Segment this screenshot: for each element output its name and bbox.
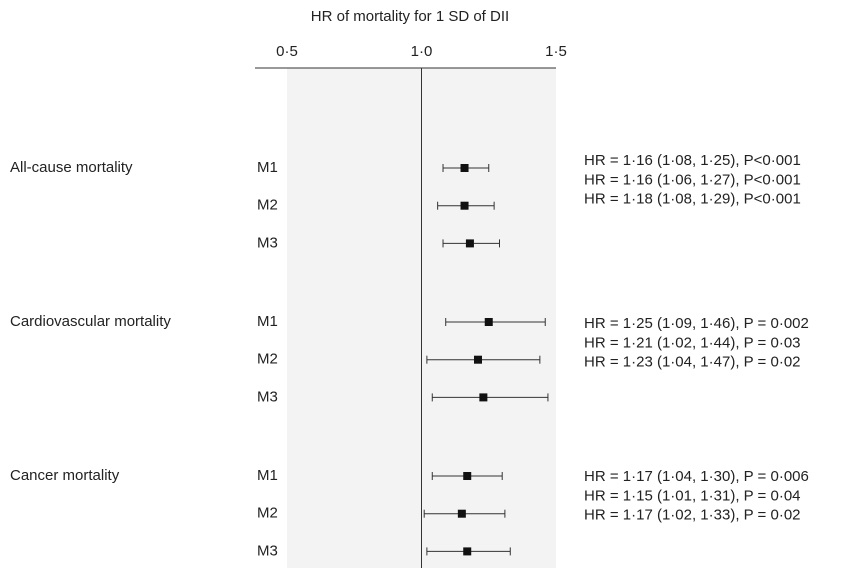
point-estimate — [463, 472, 472, 480]
value-label: HR = 1·17 (1·02, 1·33), P = 0·02 — [584, 507, 801, 524]
x-tick-label: 1·0 — [411, 43, 433, 60]
value-label: HR = 1·17 (1·04, 1·30), P = 0·006 — [584, 468, 809, 485]
point-estimate — [479, 393, 488, 402]
model-label: M3 — [257, 234, 278, 251]
value-label: HR = 1·21 (1·02, 1·44), P = 0·03 — [584, 334, 801, 351]
point-estimate — [460, 201, 469, 210]
point-estimate — [463, 547, 472, 556]
model-label: M2 — [257, 351, 278, 368]
point-estimate — [473, 355, 482, 364]
model-label: M2 — [257, 505, 278, 522]
value-label: HR = 1·18 (1·08, 1·29), P<0·001 — [584, 191, 801, 208]
model-label: M3 — [257, 388, 278, 405]
value-label: HR = 1·15 (1·01, 1·31), P = 0·04 — [584, 487, 801, 504]
value-label: HR = 1·16 (1·06, 1·27), P<0·001 — [584, 171, 801, 188]
group-label: Cardiovascular mortality — [10, 313, 171, 330]
value-label: HR = 1·23 (1·04, 1·47), P = 0·02 — [584, 354, 801, 371]
value-label: HR = 1·25 (1·09, 1·46), P = 0·002 — [584, 315, 809, 332]
x-tick-label: 1·5 — [545, 43, 567, 60]
chart-title: HR of mortality for 1 SD of DII — [311, 8, 509, 25]
point-estimate — [460, 164, 469, 172]
model-label: M1 — [257, 159, 278, 176]
model-label: M1 — [257, 313, 278, 330]
model-label: M1 — [257, 467, 278, 484]
value-label: HR = 1·16 (1·08, 1·25), P<0·001 — [584, 152, 801, 169]
group-label: Cancer mortality — [10, 467, 120, 484]
point-estimate — [484, 318, 493, 326]
group-label: All-cause mortality — [10, 159, 133, 176]
model-label: M2 — [257, 197, 278, 214]
x-tick-label: 0·5 — [276, 43, 298, 60]
point-estimate — [465, 239, 474, 248]
model-label: M3 — [257, 542, 278, 559]
point-estimate — [457, 509, 466, 518]
